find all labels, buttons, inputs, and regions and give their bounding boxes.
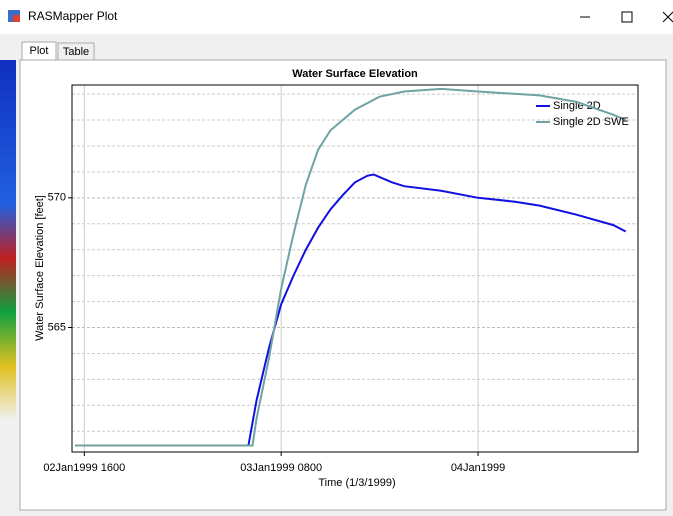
window-title: RASMapper Plot: [28, 9, 118, 23]
map-background: [0, 60, 16, 420]
chart-title: Water Surface Elevation: [292, 68, 418, 80]
legend-label: Single 2D SWE: [553, 116, 629, 128]
x-axis-label: Time (1/3/1999): [318, 477, 395, 489]
window: RASMapper Plot Plot Table Water Surface …: [0, 0, 673, 516]
y-tick-label: 565: [48, 321, 66, 333]
x-tick-label: 03Jan1999 0800: [240, 462, 322, 474]
y-axis-label: Water Surface Elevation [feet]: [34, 195, 46, 341]
app-icon-part: [13, 15, 20, 22]
tab-label[interactable]: Table: [63, 46, 89, 58]
x-tick-label: 04Jan1999: [451, 462, 505, 474]
y-tick-label: 570: [48, 192, 66, 204]
tab-label[interactable]: Plot: [30, 45, 49, 57]
x-tick-label: 02Jan1999 1600: [43, 462, 125, 474]
